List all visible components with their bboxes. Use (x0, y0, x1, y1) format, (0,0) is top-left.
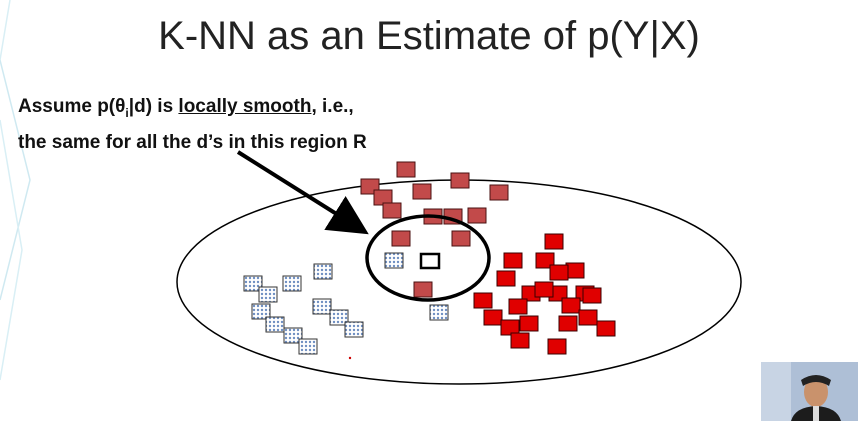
assumption-line-1: Assume p(θi|d) is locally smooth, i.e., (18, 96, 354, 120)
assumption-line-2: the same for all the d’s in this region … (18, 131, 367, 153)
webcam-thumbnail (761, 362, 858, 421)
assumption-text: Assume p(θi|d) is locally smooth, i.e., … (18, 92, 367, 158)
neighborhood-region (365, 214, 491, 302)
locally-smooth-emphasis: locally smooth (178, 96, 312, 117)
red-class-points (473, 233, 616, 355)
stray-dot (348, 356, 352, 360)
pointer-arrow (236, 150, 369, 235)
person-video-icon (761, 362, 858, 421)
decorative-lines (0, 0, 31, 381)
query-point (419, 252, 441, 270)
dark-red-class-points (360, 161, 509, 298)
blue-class-points (243, 252, 449, 355)
slide-title: K-NN as an Estimate of p(Y|X) (158, 14, 700, 58)
